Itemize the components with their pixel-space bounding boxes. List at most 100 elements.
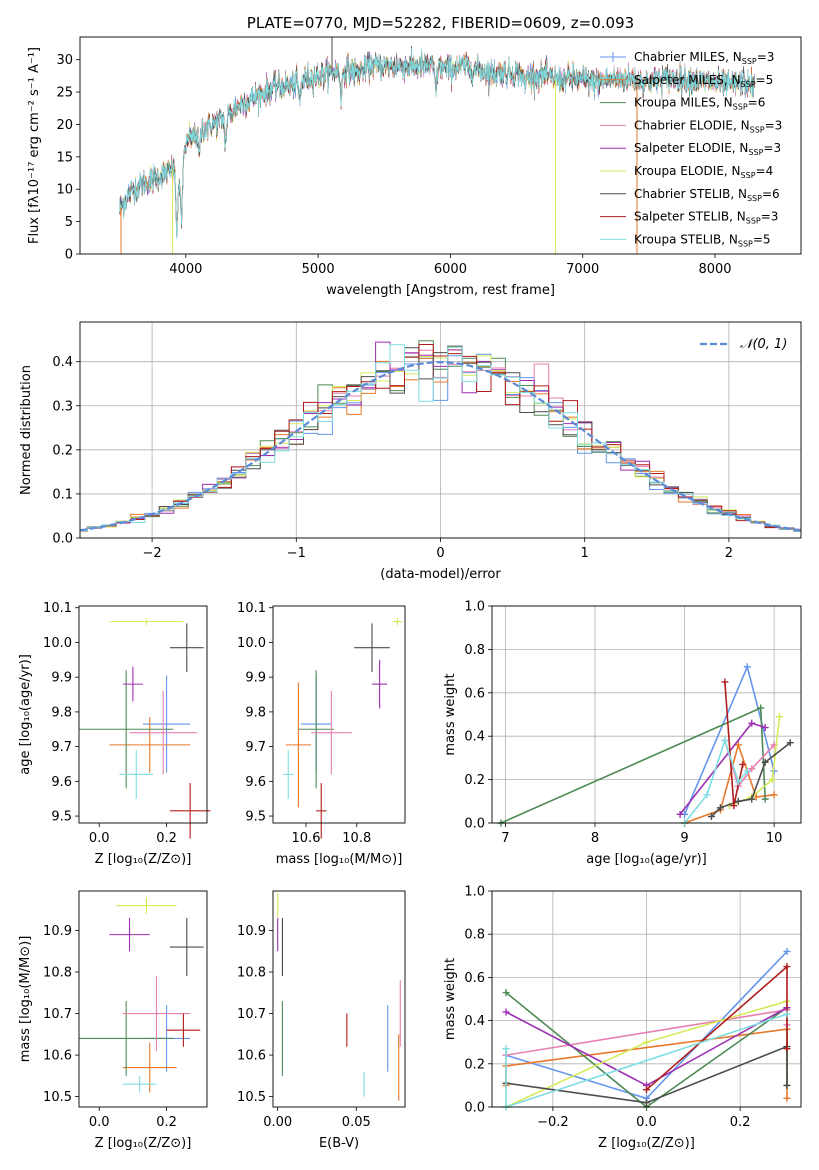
y-tick-label: 9.8 <box>51 705 72 720</box>
y-tick-label: 10.0 <box>237 636 266 651</box>
y-tick-label: 10.1 <box>237 601 266 616</box>
axes-frame <box>79 36 802 255</box>
chart-title: PLATE=0770, MJD=52282, FIBERID=0609, z=0… <box>247 14 634 32</box>
y-tick-label: 0.0 <box>464 817 485 832</box>
x-tick-label: 9 <box>680 831 688 846</box>
y-tick-label: 25 <box>56 86 73 101</box>
plus-marker <box>783 947 791 955</box>
legend-label: Kroupa MILES, N <box>634 96 733 110</box>
axes-frame <box>78 890 208 1108</box>
legend-label: Chabrier MILES, N <box>634 50 742 64</box>
legend-label: Kroupa ELODIE, N <box>634 164 741 178</box>
plus-marker <box>734 778 742 786</box>
x-tick-label: 8 <box>591 831 599 846</box>
y-tick-label: 1.0 <box>464 600 485 615</box>
spectrum-panel: PLATE=0770, MJD=52282, FIBERID=0609, z=0… <box>27 14 802 298</box>
x-tick-label: 7000 <box>566 262 599 277</box>
x-axis-label: Z [log₁₀(Z/Z⊙)] <box>95 852 192 867</box>
axes-frame <box>491 890 802 1108</box>
mw-vs-age-panel: 7 8 9 10 0.0 0.2 0.4 0.6 0.8 1.0 age [log₁₀(age/yr… <box>443 600 802 867</box>
legend-tail: =4 <box>756 164 774 178</box>
legend-subscript: SSP <box>748 148 763 157</box>
plus-marker <box>739 760 747 768</box>
y-axis-label: mass weight <box>443 958 458 1040</box>
legend-tail: =5 <box>756 73 774 87</box>
y-axis-label: Normed distribution <box>19 365 34 495</box>
y-tick-label: 10.1 <box>43 601 72 616</box>
x-tick-label: 10.6 <box>292 831 321 846</box>
y-tick-label: 10.5 <box>237 1090 266 1105</box>
y-tick-label: 1.0 <box>464 885 485 900</box>
y-tick-label: 9.7 <box>245 740 266 755</box>
legend-subscript: SSP <box>733 103 748 112</box>
legend-tail: =6 <box>748 96 766 110</box>
plus-marker <box>643 1086 650 1094</box>
legend-subscript: SSP <box>750 125 765 134</box>
plus-marker <box>757 704 765 712</box>
axes-frame <box>78 605 208 824</box>
y-tick-label: 0.8 <box>464 928 485 943</box>
y-tick-label: 0 <box>65 248 73 263</box>
legend-entry: Chabrier MILES, NSSP=3 <box>634 50 774 66</box>
plus-marker <box>707 812 715 820</box>
spectrum-series-line <box>119 47 755 240</box>
legend-tail: =3 <box>757 50 775 64</box>
x-tick-label: 0.2 <box>156 1115 177 1130</box>
plus-marker <box>776 713 784 721</box>
y-tick-label: 10.7 <box>43 1007 72 1022</box>
plus-marker <box>761 758 769 766</box>
x-tick-label: 0 <box>436 546 444 561</box>
plus-marker <box>734 741 742 749</box>
plus-marker <box>783 963 791 971</box>
histogram-series <box>80 353 801 532</box>
legend-tail: =3 <box>765 118 783 132</box>
plus-marker <box>643 1038 650 1046</box>
legend-tail: =3 <box>763 141 781 155</box>
mw-vs-Z-panel: −0.2 0.0 0.2 0.0 0.2 0.4 0.6 0.8 1.0 Z [log₁₀(Z/Z… <box>443 885 802 1151</box>
y-tick-label: 9.5 <box>245 810 266 825</box>
plus-marker <box>761 795 769 803</box>
legend-label: Salpeter ELODIE, N <box>634 141 748 155</box>
legend-entry: Chabrier STELIB, NSSP=6 <box>634 187 780 203</box>
plus-marker <box>748 719 756 727</box>
x-tick-label: 0.0 <box>636 1115 657 1130</box>
y-tick-label: 30 <box>56 53 73 68</box>
age-vs-mass-panel: 10.6 10.8 9.5 9.6 9.7 9.8 9.9 10.0 10.1 mass [log… <box>237 601 406 867</box>
legend-tail: =5 <box>753 232 771 246</box>
residuals-panel: −2 −1 0 1 2 0.0 0.1 0.2 0.3 0.4 (data-model)/error… <box>19 321 802 582</box>
plus-marker <box>743 663 751 671</box>
legend-label: Kroupa STELIB, N <box>634 232 738 246</box>
y-tick-label: 15 <box>56 150 73 165</box>
x-tick-label: −2 <box>143 546 162 561</box>
y-axis-label: Flux [fλ10⁻¹⁷ erg cm⁻² s⁻¹ A⁻¹] <box>27 47 42 244</box>
plus-marker <box>502 989 510 997</box>
legend-subscript: SSP <box>746 217 761 226</box>
mass-vs-Z-panel: 0.0 0.2 10.5 10.6 10.7 10.8 10.9 Z [log₁₀(Z/Z⊙)… <box>18 890 208 1151</box>
age-vs-Z-panel: 0.0 0.2 9.5 9.6 9.7 9.8 9.9 10.0 10.1 Z [log₁₀(Z/… <box>18 601 211 867</box>
legend-tail: =6 <box>762 187 780 201</box>
y-tick-label: 9.9 <box>245 671 266 686</box>
y-axis-label: mass [log₁₀(M/M⊙)] <box>18 936 33 1063</box>
legend-subscript: SSP <box>738 239 753 248</box>
mass-vs-ebv-panel: 0.00 0.05 10.5 10.6 10.7 10.8 10.9 E(B-V) <box>237 890 406 1151</box>
y-tick-label: 0.2 <box>464 1057 485 1072</box>
y-tick-label: 0.1 <box>52 487 73 502</box>
x-axis-label: mass [log₁₀(M/M⊙)] <box>276 852 403 867</box>
x-tick-label: 6000 <box>434 262 467 277</box>
plus-marker <box>783 1081 791 1089</box>
y-tick-label: 10 <box>56 183 73 198</box>
plus-marker <box>730 802 738 810</box>
y-tick-label: 10.6 <box>237 1049 266 1064</box>
legend-entry: Salpeter ELODIE, NSSP=3 <box>634 141 781 157</box>
x-axis-label: (data-model)/error <box>380 567 501 582</box>
legend-label: Salpeter STELIB, N <box>634 210 746 224</box>
legend-entry: Kroupa STELIB, NSSP=5 <box>634 232 771 248</box>
x-axis-label: E(B-V) <box>319 1136 359 1151</box>
plus-marker <box>734 797 742 805</box>
plus-marker <box>703 791 711 799</box>
plus-marker <box>716 804 724 812</box>
plus-marker <box>502 1008 510 1016</box>
x-tick-label: 7 <box>501 831 509 846</box>
legend-entry: Chabrier ELODIE, NSSP=3 <box>634 118 782 134</box>
plus-marker <box>676 810 684 818</box>
